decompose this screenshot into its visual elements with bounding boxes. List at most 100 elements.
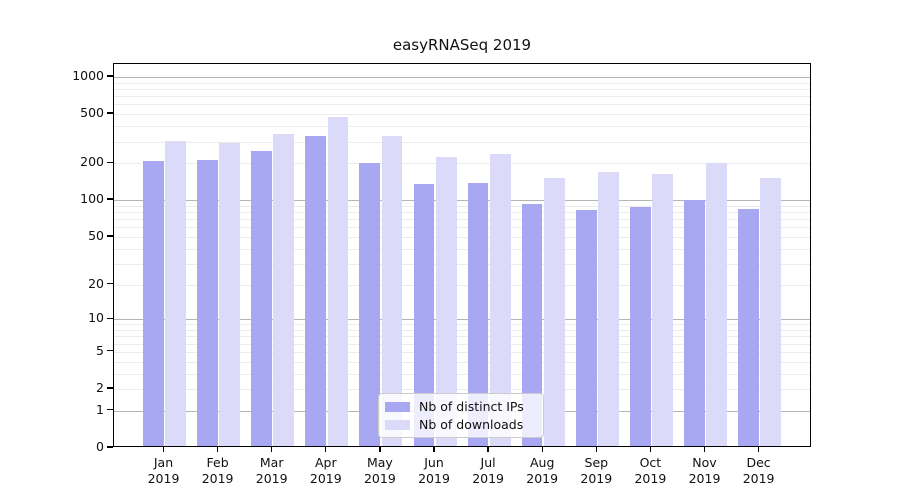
major-gridline [114, 200, 810, 202]
y-tick-label: 50 [88, 227, 104, 243]
y-tick-label: 100 [80, 191, 104, 207]
minor-gridline [114, 88, 810, 90]
y-tick [107, 387, 113, 389]
minor-gridline [114, 389, 810, 390]
x-tick [595, 447, 597, 452]
y-tick [107, 161, 113, 163]
y-tick [107, 282, 113, 285]
minor-gridline [114, 373, 810, 375]
legend: Nb of distinct IPs Nb of downloads [378, 393, 544, 438]
minor-gridline [114, 284, 810, 286]
x-tick-label: Nov 2019 [688, 455, 721, 486]
bar-distinct-ips [629, 207, 651, 446]
minor-gridline [114, 163, 810, 165]
x-tick [703, 447, 706, 452]
bar-distinct-ips [197, 159, 218, 446]
x-tick-label: Mar 2019 [255, 455, 288, 486]
minor-gridline [114, 248, 810, 250]
bar-downloads [598, 171, 619, 446]
minor-gridline [114, 263, 810, 265]
bar-downloads [543, 177, 565, 446]
bar-distinct-ips [575, 210, 597, 446]
legend-label-downloads: Nb of downloads [419, 417, 524, 432]
minor-gridline [114, 227, 810, 229]
x-tick-label: Jun 2019 [418, 455, 450, 486]
minor-gridline [114, 104, 810, 106]
x-tick [649, 447, 652, 452]
bar-downloads [652, 174, 673, 446]
legend-swatch-downloads [385, 419, 410, 430]
x-tick-label: Jul 2019 [472, 455, 504, 486]
x-tick [325, 447, 327, 452]
bar-downloads [219, 143, 241, 446]
y-tick [107, 75, 113, 77]
y-tick-label: 500 [80, 105, 104, 121]
minor-gridline [114, 141, 810, 143]
bar-distinct-ips [251, 150, 272, 446]
minor-gridline [114, 343, 810, 345]
y-tick [107, 317, 113, 319]
y-tick [107, 350, 113, 352]
y-tick-label: 0 [96, 439, 104, 454]
x-tick [216, 447, 219, 452]
bar-downloads [706, 162, 727, 446]
x-tick [757, 447, 760, 452]
bar-downloads [165, 141, 186, 446]
bar-distinct-ips [521, 204, 543, 446]
minor-gridline [114, 219, 810, 221]
minor-gridline [114, 212, 810, 214]
y-tick-label: 2 [96, 380, 104, 395]
x-tick-label: May 2019 [363, 455, 396, 486]
x-tick-label: Sep 2019 [580, 455, 613, 486]
x-tick-label: Dec 2019 [742, 455, 775, 486]
bar-downloads [327, 116, 349, 446]
y-tick [107, 235, 113, 237]
minor-gridline [114, 82, 810, 84]
plot-area [113, 63, 811, 447]
y-tick-label: 200 [80, 154, 104, 170]
minor-gridline [114, 96, 810, 98]
minor-gridline [114, 361, 810, 363]
x-tick [271, 447, 273, 452]
legend-item-distinct-ips: Nb of distinct IPs [385, 399, 537, 414]
x-tick [433, 447, 435, 452]
bar-downloads [760, 177, 782, 446]
major-gridline [114, 77, 810, 78]
bar-distinct-ips [738, 209, 759, 446]
y-tick-label: 10 [88, 310, 104, 326]
x-tick [162, 447, 165, 452]
chart-title: easyRNASeq 2019 [392, 36, 532, 54]
minor-gridline [114, 126, 810, 128]
bar-downloads [381, 136, 403, 446]
y-tick [107, 409, 113, 411]
bar-distinct-ips [305, 135, 327, 446]
bar-distinct-ips [684, 200, 705, 446]
y-tick [107, 112, 113, 114]
y-tick-label: 1000 [72, 68, 104, 83]
bar-downloads [273, 134, 295, 446]
minor-gridline [114, 114, 810, 116]
legend-label-distinct-ips: Nb of distinct IPs [419, 399, 524, 414]
x-tick-label: Aug 2019 [526, 455, 559, 486]
y-tick [107, 446, 113, 448]
y-tick [107, 198, 113, 200]
bar-downloads [435, 157, 457, 446]
y-tick-label: 20 [88, 275, 104, 291]
bar-downloads [489, 153, 511, 446]
y-tick-label: 5 [96, 342, 104, 358]
minor-gridline [114, 330, 810, 331]
x-tick [487, 447, 489, 452]
minor-gridline [114, 236, 810, 238]
minor-gridline [114, 351, 810, 353]
bar-distinct-ips [467, 182, 489, 446]
bar-distinct-ips [413, 183, 435, 446]
bar-distinct-ips [143, 160, 164, 446]
x-tick [379, 447, 381, 452]
x-tick-label: Oct 2019 [634, 455, 667, 486]
legend-swatch-distinct-ips [385, 401, 410, 412]
x-tick-label: Apr 2019 [309, 455, 342, 486]
minor-gridline [114, 324, 810, 326]
minor-gridline [114, 205, 810, 207]
legend-item-downloads: Nb of downloads [385, 417, 537, 432]
